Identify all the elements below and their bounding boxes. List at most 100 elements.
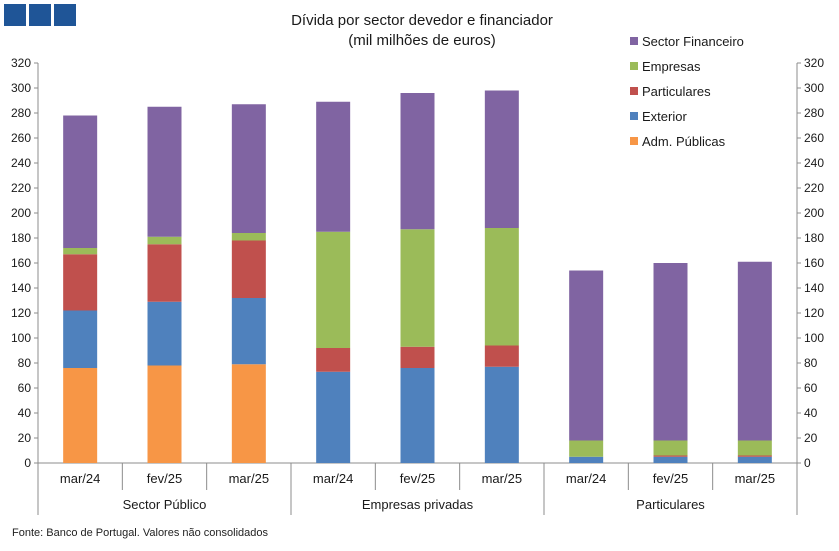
y-tick-label-left: 260: [11, 131, 31, 145]
bar-segment: [63, 254, 98, 311]
bar-segment: [653, 456, 688, 463]
x-category-label: fev/25: [400, 471, 435, 486]
x-category-label: mar/25: [735, 471, 775, 486]
bar-segment: [147, 236, 182, 245]
y-tick-label-right: 280: [804, 106, 824, 120]
y-tick-label-right: 160: [804, 256, 824, 270]
legend-swatch: [630, 37, 638, 45]
x-category-label: mar/24: [313, 471, 353, 486]
y-tick-label-right: 20: [804, 431, 818, 445]
source-note: Fonte: Banco de Portugal. Valores não co…: [12, 527, 269, 539]
bar-segment: [147, 106, 182, 237]
x-category-label: mar/24: [60, 471, 100, 486]
bar-segment: [316, 231, 351, 348]
bar-segment: [653, 263, 688, 441]
bar-segment: [231, 240, 266, 298]
y-tick-label-right: 40: [804, 406, 818, 420]
y-tick-label-right: 120: [804, 306, 824, 320]
y-tick-label-right: 240: [804, 156, 824, 170]
y-tick-label-left: 220: [11, 181, 31, 195]
x-category-label: mar/25: [482, 471, 522, 486]
y-tick-label-right: 100: [804, 331, 824, 345]
bar-segment: [316, 348, 351, 372]
chart-subtitle: (mil milhões de euros): [348, 32, 496, 49]
bar-segment: [400, 346, 435, 368]
bar-segment: [653, 455, 688, 457]
bar-segment: [63, 115, 98, 248]
bar-segment: [63, 368, 98, 463]
legend-swatch: [630, 87, 638, 95]
bar-segment: [400, 368, 435, 463]
bar-segment: [147, 301, 182, 366]
logo-block: [54, 4, 76, 26]
bar-segment: [316, 101, 351, 232]
bar-segment: [569, 440, 604, 457]
logo: [4, 4, 76, 26]
bar-segment: [231, 233, 266, 241]
bar-segment: [737, 455, 772, 457]
x-category-label: fev/25: [653, 471, 688, 486]
legend-label: Particulares: [642, 84, 711, 99]
y-tick-label-left: 280: [11, 106, 31, 120]
legend-label: Exterior: [642, 109, 687, 124]
legend-label: Adm. Públicas: [642, 134, 726, 149]
y-tick-label-left: 0: [24, 456, 31, 470]
chart-title: Dívida por sector devedor e financiador: [291, 12, 553, 29]
bar-segment: [231, 104, 266, 233]
legend-label: Sector Financeiro: [642, 34, 744, 49]
y-tick-label-right: 140: [804, 281, 824, 295]
y-tick-label-right: 220: [804, 181, 824, 195]
bar-segment: [316, 371, 351, 463]
x-group-label: Sector Público: [123, 497, 207, 512]
bar-segment: [484, 228, 519, 346]
y-tick-label-left: 120: [11, 306, 31, 320]
y-tick-label-left: 200: [11, 206, 31, 220]
y-tick-label-left: 320: [11, 56, 31, 70]
bar-segment: [63, 310, 98, 368]
y-tick-label-left: 20: [18, 431, 32, 445]
legend-swatch: [630, 112, 638, 120]
bar-segment: [737, 440, 772, 456]
bar-segment: [569, 456, 604, 463]
y-tick-label-left: 240: [11, 156, 31, 170]
bar-segment: [147, 244, 182, 302]
y-tick-label-left: 140: [11, 281, 31, 295]
bar-segment: [400, 229, 435, 347]
legend-swatch: [630, 62, 638, 70]
bar-segment: [737, 456, 772, 463]
y-tick-label-right: 200: [804, 206, 824, 220]
bar-segment: [231, 298, 266, 365]
legend-label: Empresas: [642, 59, 701, 74]
x-category-label: fev/25: [147, 471, 182, 486]
bar-segment: [484, 345, 519, 367]
y-tick-label-right: 0: [804, 456, 811, 470]
y-tick-label-right: 80: [804, 356, 818, 370]
x-group-label: Empresas privadas: [362, 497, 474, 512]
bar-segment: [147, 365, 182, 463]
bar-segment: [400, 93, 435, 230]
y-tick-label-right: 60: [804, 381, 818, 395]
bar-segment: [653, 440, 688, 456]
y-tick-label-left: 160: [11, 256, 31, 270]
y-tick-label-left: 60: [18, 381, 32, 395]
bar-segment: [484, 366, 519, 463]
y-tick-label-left: 40: [18, 406, 32, 420]
y-tick-label-left: 80: [18, 356, 32, 370]
bar-segment: [484, 90, 519, 228]
y-tick-label-left: 180: [11, 231, 31, 245]
y-tick-label-right: 300: [804, 81, 824, 95]
bar-segment: [63, 248, 98, 255]
bar-segment: [569, 270, 604, 441]
x-category-label: mar/24: [566, 471, 606, 486]
y-tick-label-left: 100: [11, 331, 31, 345]
y-tick-label-left: 300: [11, 81, 31, 95]
y-tick-label-right: 180: [804, 231, 824, 245]
bar-segment: [231, 364, 266, 463]
x-category-label: mar/25: [229, 471, 269, 486]
y-tick-label-right: 260: [804, 131, 824, 145]
logo-block: [4, 4, 26, 26]
x-group-label: Particulares: [636, 497, 705, 512]
bar-segment: [737, 261, 772, 441]
legend-swatch: [630, 137, 638, 145]
